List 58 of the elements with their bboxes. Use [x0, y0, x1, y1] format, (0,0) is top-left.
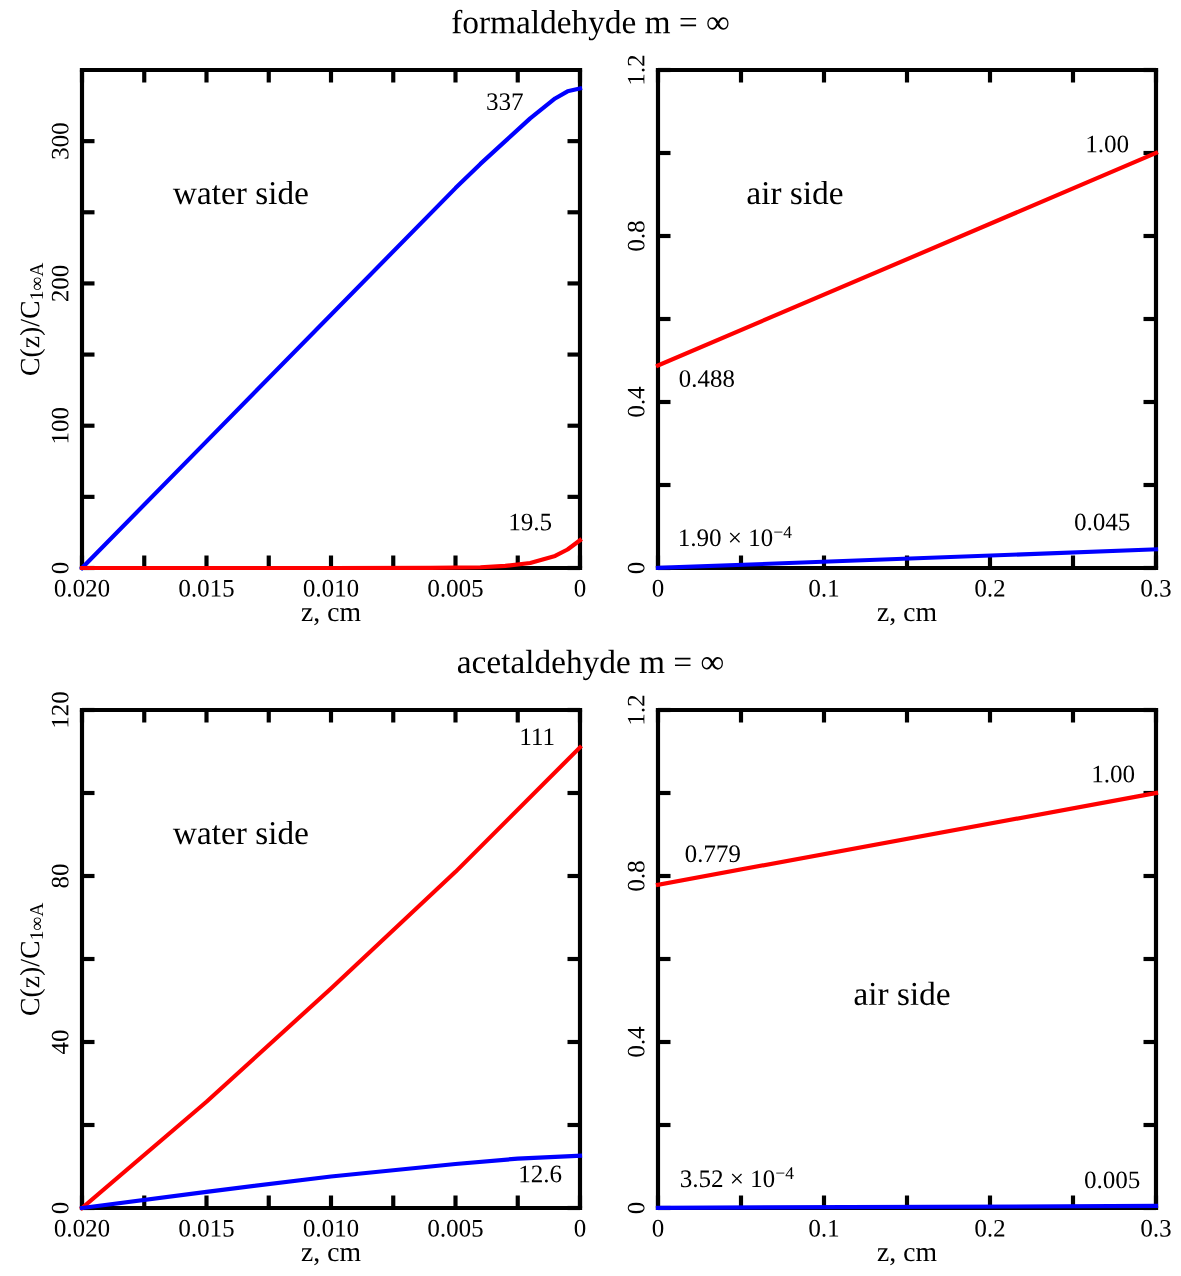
annotation: 3.52 × 10$^{−4}$	[681, 1167, 794, 1188]
x-tick-label: 0.015	[179, 1219, 234, 1237]
y-tick-label: 300	[51, 123, 69, 159]
y-tick-label: 40	[51, 1030, 69, 1055]
x-tick-label: 0	[574, 579, 586, 597]
x-tick-label: 0.005	[428, 1219, 483, 1237]
annotation: air side	[854, 981, 950, 1006]
x-tick-label: 0.1	[809, 1219, 839, 1237]
annotation: water side	[172, 820, 308, 845]
x-tick-label: 0.3	[1141, 1219, 1171, 1237]
chart-title: formaldehyde m = ∞	[452, 9, 729, 41]
x-tick-label: 0.2	[975, 579, 1005, 597]
annotation: 1.00	[1093, 765, 1135, 783]
x-tick-label: 0	[652, 1219, 664, 1237]
x-tick-label: 0.015	[179, 579, 234, 597]
x-tick-label: 0	[574, 1219, 586, 1237]
y-tick-label: 120	[51, 692, 69, 727]
annotation: 111	[521, 728, 554, 745]
annotation: air side	[747, 180, 843, 205]
x-tick-label: 0.010	[303, 579, 359, 597]
y-tick-label: 0	[51, 1202, 69, 1214]
annotation: 0.488	[679, 370, 734, 388]
y-axis-title: C(z)/C$_{1∞A}$	[19, 902, 46, 1015]
annotation: 0.005	[1085, 1171, 1140, 1189]
x-axis-title: z, cm	[301, 1247, 361, 1266]
x-axis-title: z, cm	[877, 1247, 937, 1266]
x-tick-label: 0.3	[1141, 579, 1171, 597]
y-tick-label: 1.2	[627, 695, 645, 724]
x-axis-title: z, cm	[877, 607, 937, 626]
y-tick-label: 0	[627, 1202, 645, 1214]
annotation: 337	[487, 93, 523, 111]
x-tick-label: 0.005	[428, 579, 483, 597]
y-tick-label: 1.2	[627, 55, 645, 84]
x-tick-label: 0.020	[54, 1219, 110, 1237]
y-tick-label: 0.4	[627, 1026, 645, 1057]
x-tick-label: 0	[652, 579, 664, 597]
y-axis-title: C(z)/C$_{1∞A}$	[19, 262, 46, 375]
y-tick-label: 80	[51, 864, 69, 888]
y-tick-label: 0	[627, 562, 645, 574]
x-tick-label: 0.010	[303, 1219, 359, 1237]
x-tick-label: 0.2	[975, 1219, 1005, 1237]
annotation: 12.6	[520, 1165, 562, 1183]
y-tick-label: 0.8	[627, 861, 645, 891]
annotation: 19.5	[510, 513, 552, 531]
x-tick-label: 0.1	[809, 579, 839, 597]
x-axis-title: z, cm	[301, 607, 361, 626]
y-tick-label: 200	[51, 265, 69, 302]
y-tick-label: 0.8	[627, 221, 645, 251]
annotation: water side	[172, 180, 308, 205]
y-tick-label: 0.4	[627, 386, 645, 417]
x-tick-label: 0.020	[54, 579, 110, 597]
annotation: 1.00	[1087, 135, 1129, 153]
y-tick-label: 100	[51, 407, 69, 443]
annotation: 1.90 × 10$^{−4}$	[680, 526, 792, 547]
annotation: 0.779	[685, 845, 740, 863]
chart-title: acetaldehyde m = ∞	[457, 649, 723, 681]
y-tick-label: 0	[51, 562, 69, 574]
annotation: 0.045	[1075, 513, 1130, 531]
